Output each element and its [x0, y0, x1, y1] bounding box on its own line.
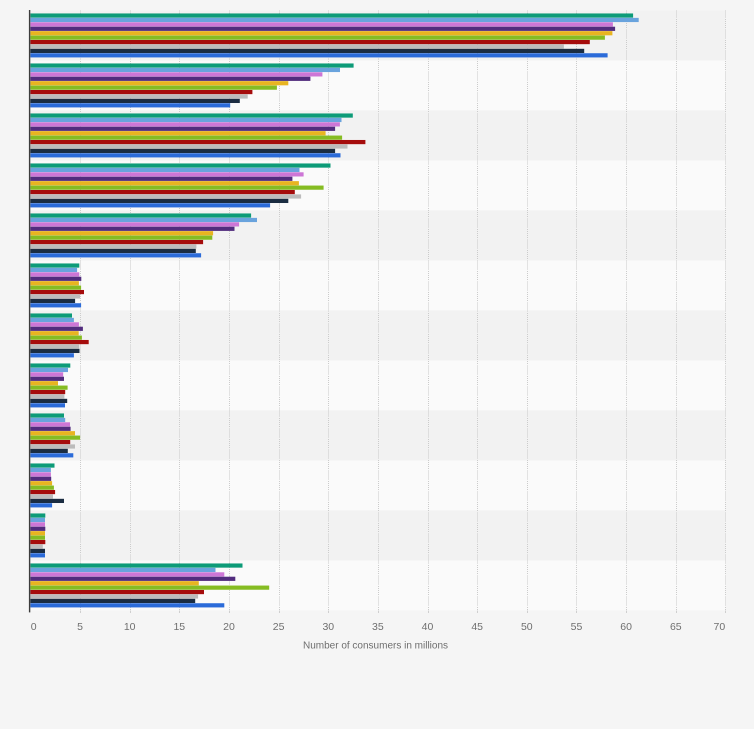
svg-text:50: 50	[521, 621, 533, 633]
svg-text:60: 60	[620, 621, 632, 633]
svg-text:5: 5	[77, 621, 83, 633]
svg-text:55: 55	[571, 621, 583, 633]
svg-text:40: 40	[422, 621, 434, 633]
svg-text:15: 15	[173, 621, 185, 633]
svg-text:10: 10	[124, 621, 136, 633]
svg-text:0: 0	[31, 621, 37, 633]
svg-text:20: 20	[223, 621, 235, 633]
svg-text:30: 30	[322, 621, 334, 633]
svg-text:25: 25	[273, 621, 285, 633]
svg-text:70: 70	[714, 621, 726, 633]
svg-text:65: 65	[670, 621, 682, 633]
svg-text:45: 45	[471, 621, 483, 633]
svg-text:Number of consumers in million: Number of consumers in millions	[303, 641, 448, 652]
svg-text:35: 35	[372, 621, 384, 633]
